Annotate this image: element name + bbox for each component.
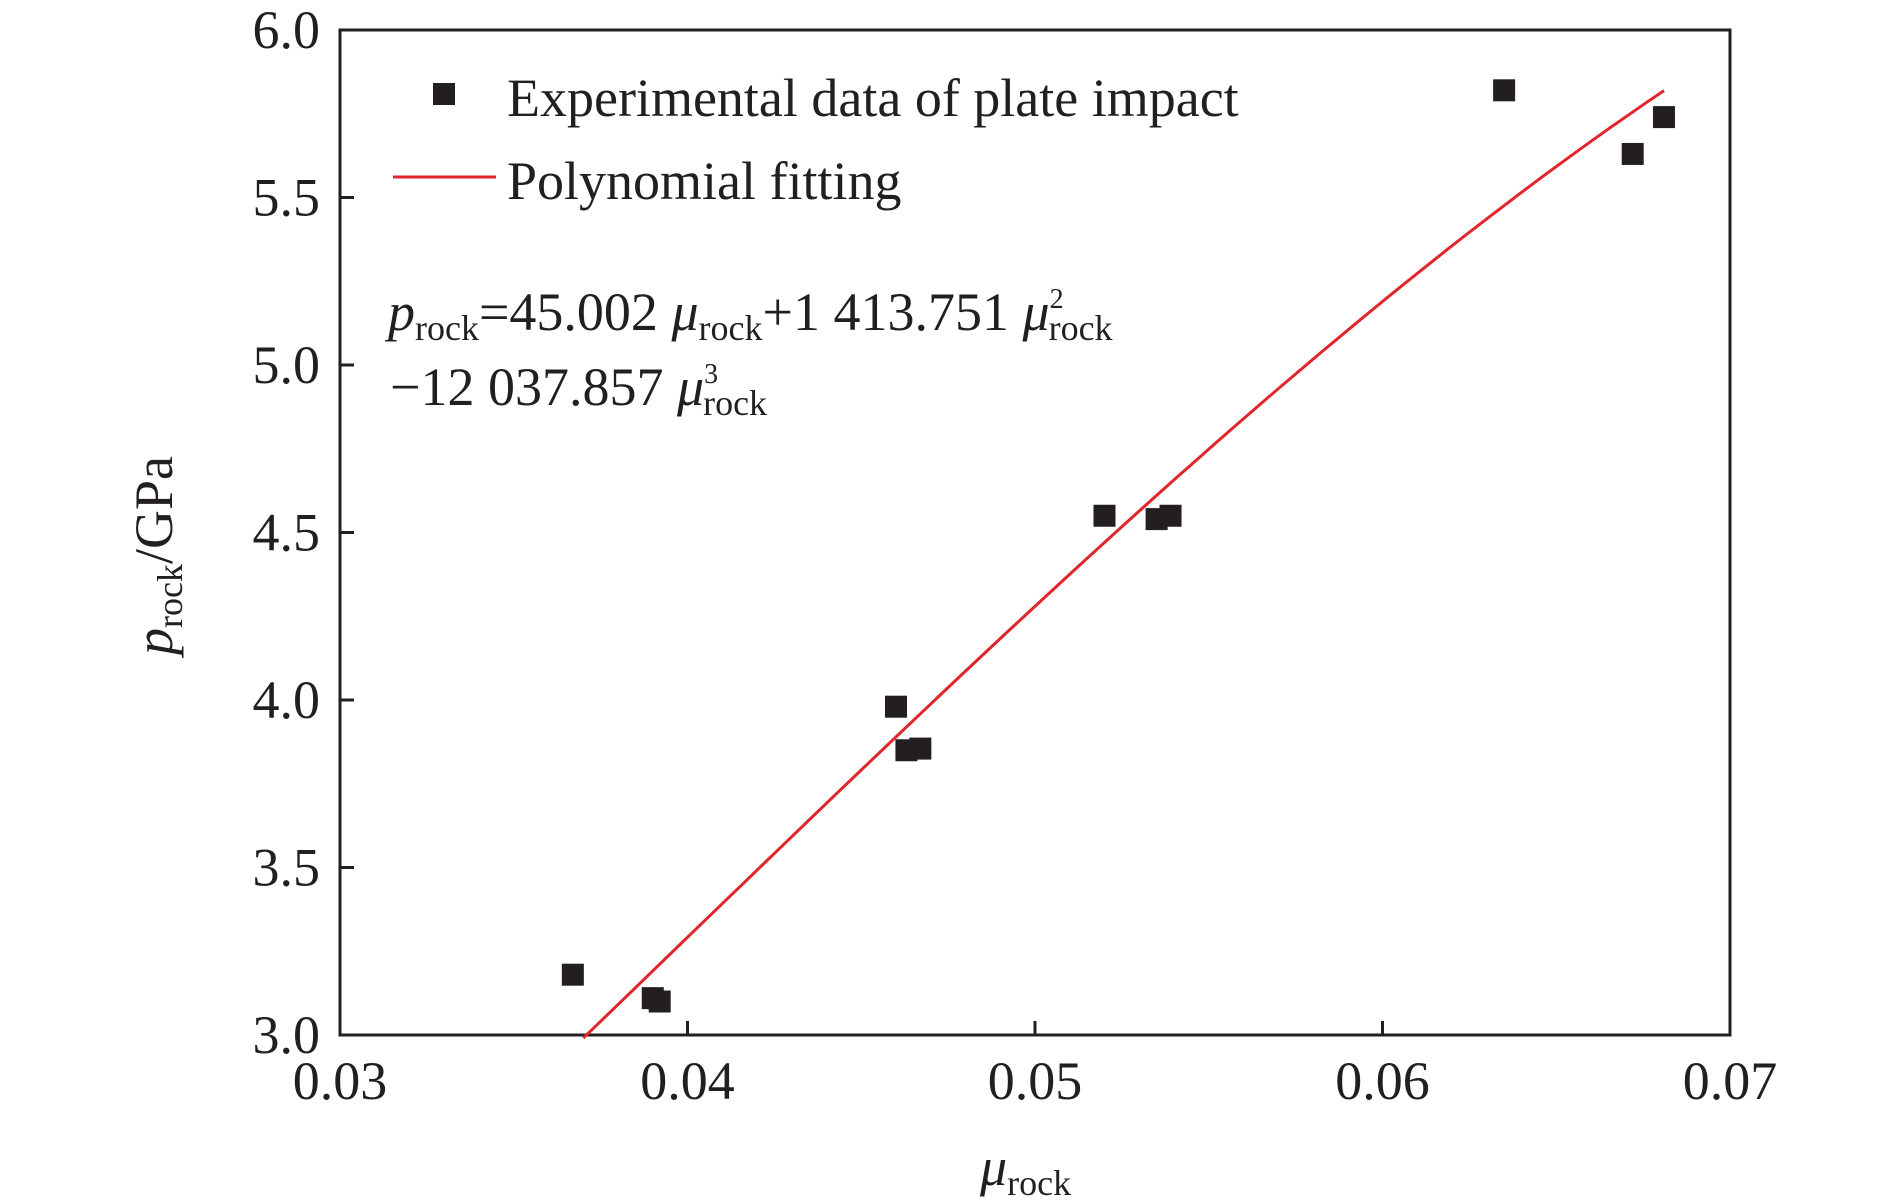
data-point bbox=[1493, 79, 1516, 102]
legend-label-scatter: Experimental data of plate impact bbox=[507, 68, 1239, 128]
x-axis-label: μrock bbox=[979, 1137, 1071, 1201]
y-axis-label: prock/GPa bbox=[124, 456, 190, 659]
x-tick-label: 0.04 bbox=[640, 1051, 735, 1111]
legend-marker-scatter bbox=[433, 83, 455, 105]
equation-line-2: −12 037.857 μ3 rock bbox=[390, 357, 767, 423]
x-tick-label: 0.03 bbox=[293, 1051, 388, 1111]
x-tick-label: 0.06 bbox=[1335, 1051, 1430, 1111]
y-tick-label: 4.0 bbox=[253, 670, 321, 730]
y-tick-label: 3.0 bbox=[253, 1005, 321, 1065]
series-layer bbox=[561, 79, 1675, 1040]
data-point bbox=[885, 695, 907, 718]
fit-line bbox=[582, 89, 1665, 1040]
data-point bbox=[909, 737, 932, 760]
data-point bbox=[561, 963, 584, 986]
fit-equation: prock=45.002 μrock+1 413.751 μ2 rock −12 … bbox=[384, 282, 1113, 423]
y-tick-label: 6.0 bbox=[253, 0, 321, 60]
data-point bbox=[1093, 504, 1116, 527]
data-point bbox=[1159, 504, 1182, 527]
data-point bbox=[1652, 106, 1675, 129]
data-point bbox=[648, 990, 671, 1013]
equation-line-1: prock=45.002 μrock+1 413.751 μ2 rock bbox=[384, 282, 1113, 348]
y-tick-label: 5.0 bbox=[253, 335, 321, 395]
data-point bbox=[1621, 142, 1644, 165]
ticks-layer: 0.03 0.04 0.05 0.06 0.07 3.0 3.5 4.0 4.5 5.0 5.5 6.… bbox=[253, 0, 1778, 1111]
y-tick-label: 5.5 bbox=[253, 168, 321, 228]
x-tick-label: 0.07 bbox=[1683, 1051, 1778, 1111]
legend: Experimental data of plate impact Polyno… bbox=[393, 68, 1239, 211]
legend-label-fit: Polynomial fitting bbox=[507, 151, 902, 211]
y-tick-label: 3.5 bbox=[253, 838, 321, 898]
x-tick-label: 0.05 bbox=[988, 1051, 1083, 1111]
y-tick-label: 4.5 bbox=[253, 503, 321, 563]
